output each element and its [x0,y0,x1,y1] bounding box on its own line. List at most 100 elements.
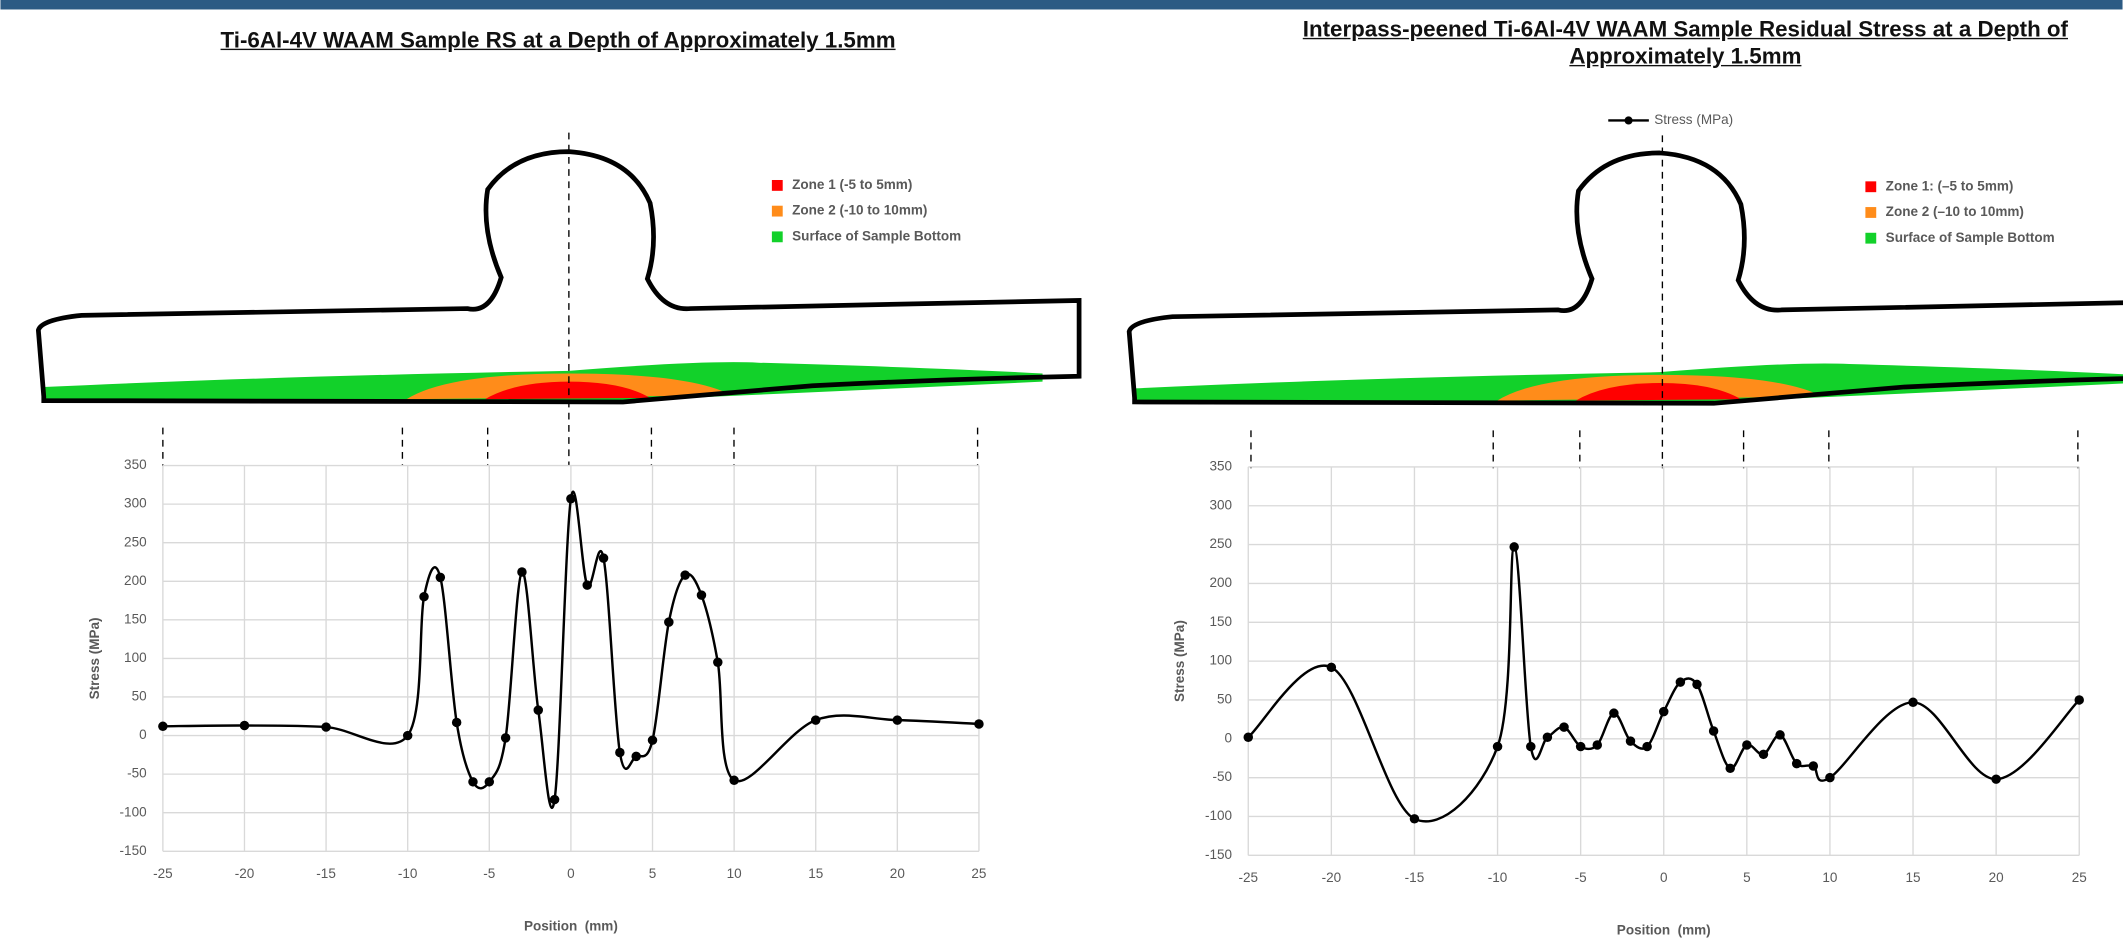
y-tick-label: -100 [1205,808,1232,823]
stress-point [1809,761,1818,770]
y-tick-label: -50 [1212,769,1232,784]
zone-legend-swatch [1865,207,1876,218]
page: Zone 1 (-5 to 5mm)Zone 2 (-10 to 10mm)Su… [0,0,2123,946]
y-tick-label: 200 [124,573,147,588]
stress-point [1576,742,1585,751]
stress-point [2074,695,2083,704]
legend-marker [1624,116,1632,124]
y-tick-label: 50 [132,689,147,704]
stress-point [1543,733,1552,742]
stress-point [403,731,412,740]
stress-point [485,777,494,786]
stress-point [582,580,591,589]
title-text: Interpass-peened Ti-6Al-4V WAAM Sample R… [1252,16,2118,70]
x-tick-label: -20 [1322,870,1342,885]
stress-point [240,721,249,730]
stress-point [534,705,543,714]
y-tick-label: 50 [1217,692,1232,707]
x-tick-label: 0 [567,866,575,881]
chart-title: Ti-6Al-4V WAAM Sample RS at a Depth of A… [125,27,991,95]
zone-legend-swatch [772,231,783,242]
x-tick-label: 15 [1906,870,1921,885]
stress-point [1659,707,1668,716]
y-tick-label: 250 [1209,536,1232,551]
stress-point [1991,774,2000,783]
stress-point [811,715,820,724]
stress-point [419,592,428,601]
stress-point [1792,759,1801,768]
x-tick-label: -5 [1575,870,1587,885]
top-bar [0,0,2122,9]
guide-lines [163,133,2078,469]
x-tick-label: 15 [808,866,823,881]
stress-point [452,718,461,727]
x-tick-label: 20 [890,866,905,881]
stress-point [1642,742,1651,751]
stress-point [501,733,510,742]
stress-point [1742,740,1751,749]
stress-point [1327,663,1336,672]
stress-point [158,722,167,731]
stress-point [321,722,330,731]
x-tick-label: -20 [235,866,255,881]
x-tick-label: -25 [1238,870,1258,885]
x-tick-label: -10 [398,866,418,881]
zone-legend-swatch [772,206,783,217]
zone-legend-label: Zone 2 (–10 to 10mm) [1886,204,2024,219]
stress-point [1825,773,1834,782]
y-tick-label: 100 [1209,653,1232,668]
y-tick-label: 0 [1224,730,1232,745]
y-tick-label: 250 [124,534,147,549]
y-tick-label: -50 [127,766,147,781]
x-tick-label: 25 [971,866,986,881]
y-axis-label: Stress (MPa) [1172,620,1187,702]
y-tick-label: 350 [124,457,147,472]
stress-point [1244,733,1253,742]
stress-point [893,715,902,724]
y-axis-label: Stress (MPa) [87,617,102,699]
stress-point [729,776,738,785]
x-tick-label: 0 [1660,870,1668,885]
stress-point [1626,736,1635,745]
x-tick-label: 10 [1822,870,1837,885]
stress-point [1493,742,1502,751]
x-tick-label: -15 [316,866,336,881]
stress-point [713,658,722,667]
stress-point [1759,750,1768,759]
stress-point [436,573,445,582]
x-tick-label: 5 [1743,870,1751,885]
x-tick-label: -10 [1488,870,1508,885]
stress-point [664,617,673,626]
stress-point [974,719,983,728]
zone-legend-label: Surface of Sample Bottom [792,228,961,243]
y-tick-label: -150 [1205,847,1232,862]
zone-legend-swatch [772,180,783,191]
stress-point [1775,730,1784,739]
stress-point [550,795,559,804]
stress-point [1410,814,1419,823]
y-tick-label: 300 [1209,497,1232,512]
stress-point [697,590,706,599]
x-axis-label: Position (mm) [1617,923,1711,938]
sample-outline [38,152,1079,402]
y-tick-label: -150 [120,843,147,858]
x-tick-label: 5 [649,866,657,881]
stress-point [1526,742,1535,751]
figure: Zone 1 (-5 to 5mm)Zone 2 (-10 to 10mm)Su… [0,0,2123,946]
stress-point [1908,698,1917,707]
legend-label: Stress (MPa) [1654,112,1733,127]
stress-point [1609,708,1618,717]
stress-point [468,777,477,786]
x-tick-label: -5 [483,866,495,881]
y-tick-label: 150 [124,611,147,626]
y-tick-label: 200 [1209,575,1232,590]
y-tick-label: 100 [124,650,147,665]
stress-point [566,494,575,503]
stress-point [1593,740,1602,749]
stress-point [517,567,526,576]
stress-point [631,752,640,761]
stress-point [1559,722,1568,731]
x-tick-label: 10 [727,866,742,881]
stress-point [648,735,657,744]
zone-legend-swatch [1865,181,1876,192]
